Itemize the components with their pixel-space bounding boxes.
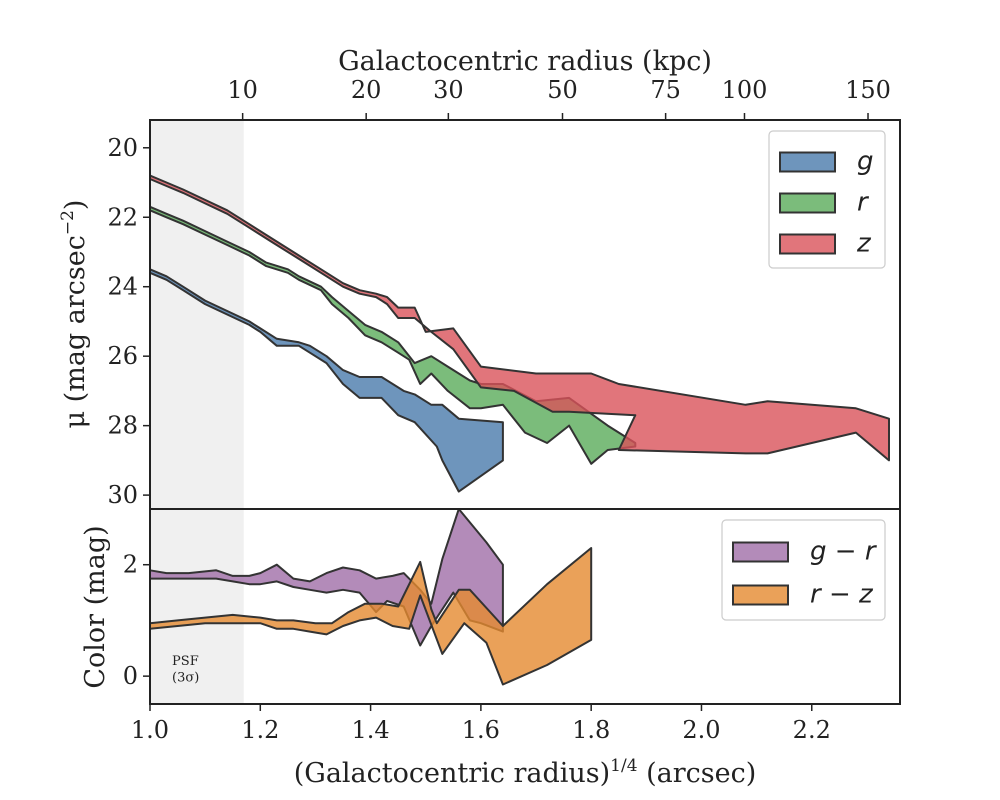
bottom-panel: 0 2 1.0 1.2 1.4 1.6 1.8 2.0 2.2 g − r r − z PSF (…	[123, 508, 901, 744]
top-legend-swatch-z	[779, 233, 836, 255]
bottom-ticks-layer: 0 2 1.0 1.2 1.4 1.6 1.8 2.0 2.2	[123, 551, 831, 744]
bottom-legend-label-g-r: g − r	[810, 537, 878, 567]
top-x-tick-label: 20	[351, 76, 382, 104]
top-x-tick-label: 30	[433, 76, 464, 104]
top-y-tick-label: 24	[107, 273, 138, 301]
top-band-r	[149, 205, 637, 465]
bottom-x-axis-title: (Galactocentric radius)1/4 (arcsec)	[294, 756, 757, 789]
top-legend-label-z: z	[856, 229, 872, 259]
top-y-tick-label: 20	[107, 134, 138, 162]
top-y-axis-title: μ (mag arcsec−2)	[58, 200, 91, 429]
y-axis-title-exponent: −2	[58, 210, 78, 235]
bottom-legend-label-r-z: r − z	[810, 580, 874, 610]
psf-annotation-line2: (3σ)	[172, 671, 199, 686]
bottom-psf-shade	[150, 509, 244, 704]
psf-annotation-line1: PSF	[172, 654, 199, 669]
top-legend: grz	[768, 130, 886, 269]
top-legend-label-g: g	[857, 147, 874, 177]
bottom-x-tick-label: 1.0	[131, 716, 169, 744]
bottom-legend-swatch-g-r	[732, 541, 789, 563]
top-legend-swatch-g	[779, 151, 836, 173]
top-x-tick-label: 150	[845, 76, 891, 104]
bottom-x-tick-label: 2.0	[682, 716, 720, 744]
bottom-plot-frame	[149, 508, 901, 705]
top-band-z	[149, 174, 890, 462]
bottom-x-tick-label: 1.2	[241, 716, 279, 744]
top-panel: 20 22 24 26 28 30 10 20 30 50 75 100 150 grz	[107, 76, 901, 510]
bottom-y-axis-title: Color (mag)	[80, 525, 111, 688]
bottom-x-tick-label: 1.4	[352, 716, 390, 744]
top-ticks-layer: 20 22 24 26 28 30 10 20 30 50 75 100 150	[107, 76, 890, 509]
bottom-y-tick-label: 2	[123, 551, 138, 579]
y-axis-title-close: )	[60, 200, 91, 211]
top-legend-label-r: r	[857, 188, 870, 218]
bottom-x-tick-label: 1.6	[462, 716, 500, 744]
x-axis-title-main: (Galactocentric radius)	[294, 758, 610, 789]
bottom-band-r-z	[149, 547, 593, 686]
top-series-layer	[149, 174, 890, 493]
top-x-tick-label: 50	[547, 76, 578, 104]
bottom-series-layer	[149, 508, 593, 686]
bottom-legend-swatch-r-z	[732, 584, 789, 606]
top-y-tick-label: 26	[107, 342, 138, 370]
top-x-tick-label: 100	[722, 76, 768, 104]
top-band-g	[149, 268, 504, 493]
bottom-x-tick-label: 2.2	[793, 716, 831, 744]
top-x-tick-label: 10	[227, 76, 258, 104]
top-legend-swatch-r	[779, 192, 836, 214]
x-axis-title-exponent: 1/4	[610, 756, 637, 776]
bottom-legend: g − r r − z	[721, 519, 886, 621]
x-axis-title-unit: (arcsec)	[638, 758, 757, 789]
top-x-axis-title: Galactocentric radius (kpc)	[338, 46, 712, 77]
top-x-tick-label: 75	[650, 76, 681, 104]
top-y-tick-label: 28	[107, 412, 138, 440]
bottom-x-tick-label: 1.8	[572, 716, 610, 744]
y-axis-title-main: μ (mag arcsec	[60, 235, 91, 428]
top-y-tick-label: 22	[107, 203, 138, 231]
bottom-y-tick-label: 0	[123, 662, 138, 690]
top-y-tick-label: 30	[107, 481, 138, 509]
